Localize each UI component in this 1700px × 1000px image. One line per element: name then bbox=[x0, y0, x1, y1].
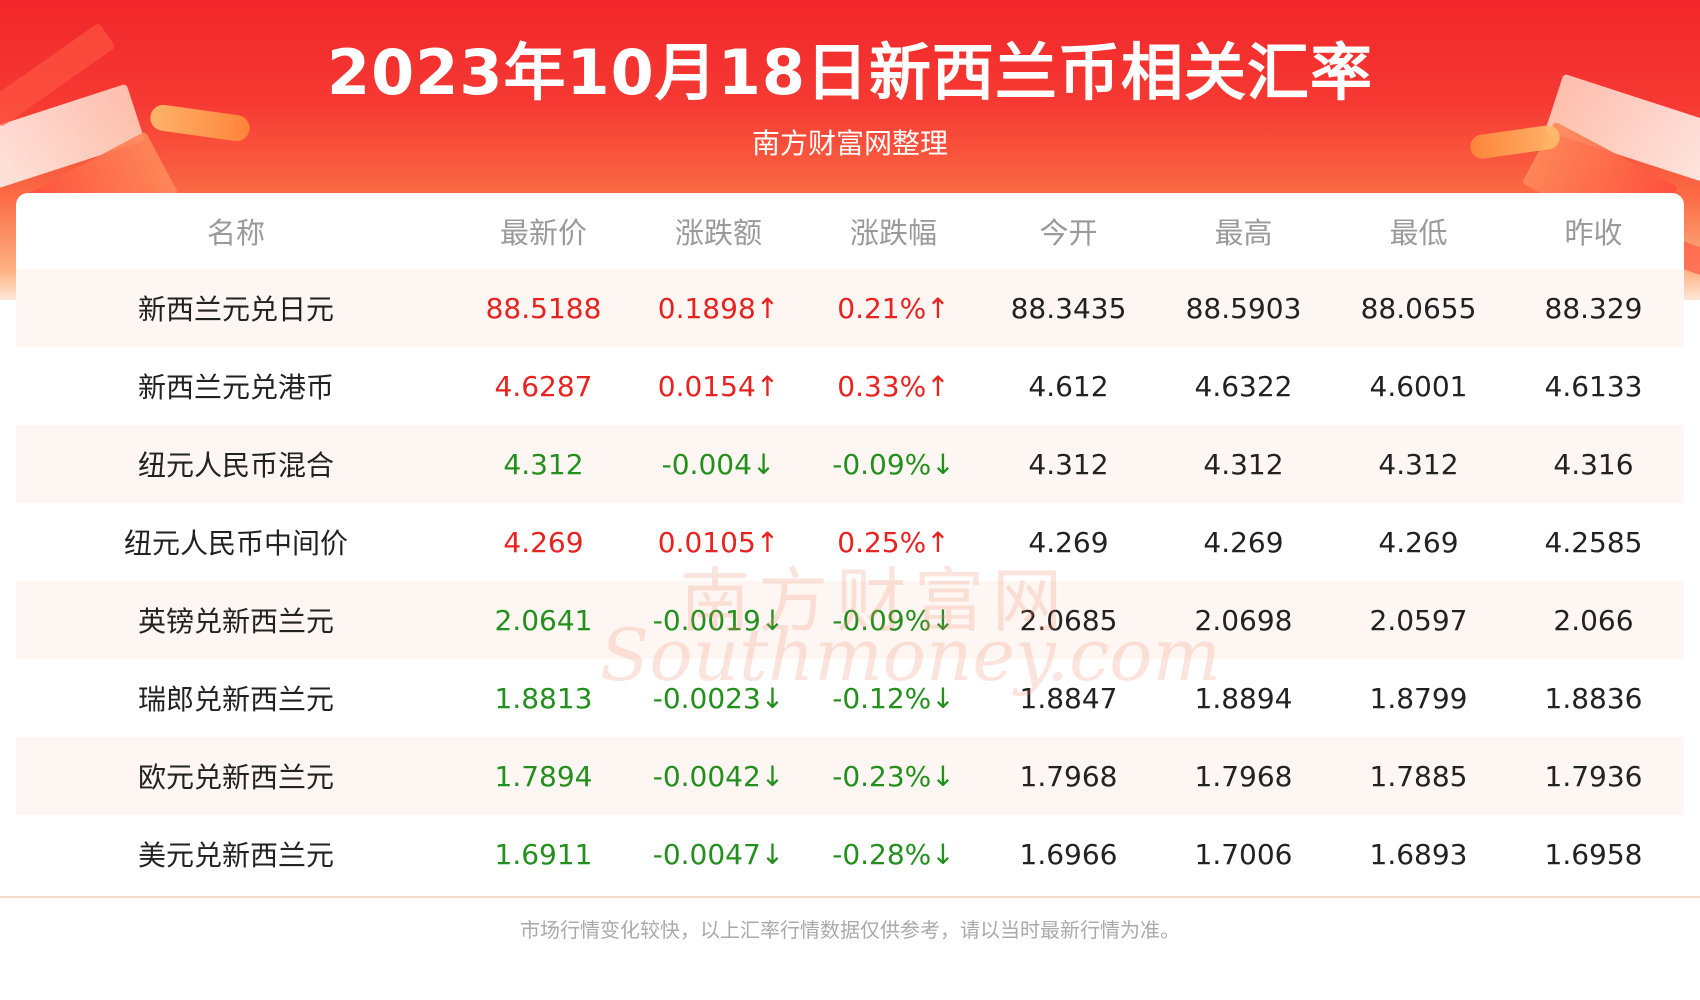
row-name: 欧元兑新西兰元 bbox=[137, 761, 334, 794]
row-name: 新西兰元兑港币 bbox=[137, 371, 334, 404]
column-header-latest: 最新价 bbox=[499, 216, 587, 250]
row-high: 1.7006 bbox=[1194, 837, 1293, 871]
row-change: 0.1898↑ bbox=[657, 291, 780, 325]
row-change-pct: -0.09%↓ bbox=[832, 447, 955, 481]
row-prev-close: 4.6133 bbox=[1544, 369, 1643, 403]
column-header-low: 最低 bbox=[1389, 216, 1448, 250]
row-high: 1.7968 bbox=[1194, 759, 1293, 793]
row-open: 4.612 bbox=[1028, 369, 1109, 403]
row-latest: 4.312 bbox=[503, 447, 584, 481]
row-name: 美元兑新西兰元 bbox=[137, 839, 334, 872]
table-row: 欧元兑新西兰元 1.7894 -0.0042↓ -0.23%↓ 1.7968 1… bbox=[16, 737, 1684, 815]
row-low: 2.0597 bbox=[1369, 603, 1468, 637]
row-low: 1.6893 bbox=[1369, 837, 1468, 871]
row-open: 88.3435 bbox=[1010, 291, 1127, 325]
row-latest: 1.7894 bbox=[494, 759, 593, 793]
row-low: 1.7885 bbox=[1369, 759, 1468, 793]
row-latest: 1.8813 bbox=[494, 681, 593, 715]
row-latest: 4.269 bbox=[503, 525, 584, 559]
row-change-pct: -0.12%↓ bbox=[832, 681, 955, 715]
row-latest: 88.5188 bbox=[485, 291, 602, 325]
column-header-name: 名称 bbox=[206, 216, 265, 250]
row-prev-close: 1.7936 bbox=[1544, 759, 1643, 793]
table-row: 美元兑新西兰元 1.6911 -0.0047↓ -0.28%↓ 1.6966 1… bbox=[16, 815, 1684, 893]
row-latest: 1.6911 bbox=[494, 837, 593, 871]
row-prev-close: 4.316 bbox=[1553, 447, 1634, 481]
table-row: 纽元人民币混合 4.312 -0.004↓ -0.09%↓ 4.312 4.31… bbox=[16, 425, 1684, 503]
row-name: 英镑兑新西兰元 bbox=[137, 605, 334, 638]
table-header-row: 名称 最新价 涨跌额 涨跌幅 今开 最高 最低 昨收 bbox=[16, 193, 1684, 269]
row-name: 纽元人民币混合 bbox=[137, 449, 334, 482]
row-open: 1.6966 bbox=[1019, 837, 1118, 871]
row-change-pct: -0.09%↓ bbox=[832, 603, 955, 637]
row-prev-close: 1.6958 bbox=[1544, 837, 1643, 871]
row-change: -0.0047↓ bbox=[652, 837, 785, 871]
row-change-pct: -0.23%↓ bbox=[832, 759, 955, 793]
row-high: 1.8894 bbox=[1194, 681, 1293, 715]
row-change: 0.0105↑ bbox=[657, 525, 780, 559]
row-change: -0.0042↓ bbox=[652, 759, 785, 793]
row-prev-close: 1.8836 bbox=[1544, 681, 1643, 715]
row-open: 2.0685 bbox=[1019, 603, 1118, 637]
column-header-open: 今开 bbox=[1039, 216, 1098, 250]
row-name: 瑞郎兑新西兰元 bbox=[137, 683, 334, 716]
table-row: 瑞郎兑新西兰元 1.8813 -0.0023↓ -0.12%↓ 1.8847 1… bbox=[16, 659, 1684, 737]
row-open: 1.7968 bbox=[1019, 759, 1118, 793]
page-title: 2023年10月18日新西兰币相关汇率 bbox=[326, 36, 1374, 109]
row-high: 88.5903 bbox=[1185, 291, 1302, 325]
table-row: 纽元人民币中间价 4.269 0.0105↑ 0.25%↑ 4.269 4.26… bbox=[16, 503, 1684, 581]
row-high: 4.6322 bbox=[1194, 369, 1293, 403]
rates-table: 名称 最新价 涨跌额 涨跌幅 今开 最高 最低 昨收 新西兰元兑日元 88.51… bbox=[16, 193, 1684, 893]
table-row: 新西兰元兑日元 88.5188 0.1898↑ 0.21%↑ 88.3435 8… bbox=[16, 269, 1684, 347]
row-high: 4.269 bbox=[1203, 525, 1284, 559]
row-open: 4.269 bbox=[1028, 525, 1109, 559]
column-header-change: 涨跌额 bbox=[674, 216, 762, 250]
row-change-pct: -0.28%↓ bbox=[832, 837, 955, 871]
row-low: 4.269 bbox=[1378, 525, 1459, 559]
row-change: -0.0023↓ bbox=[652, 681, 785, 715]
row-prev-close: 88.329 bbox=[1544, 291, 1643, 325]
row-change-pct: 0.33%↑ bbox=[837, 369, 950, 403]
page-subtitle: 南方财富网整理 bbox=[751, 127, 948, 160]
row-change: -0.004↓ bbox=[661, 447, 776, 481]
table-row: 英镑兑新西兰元 2.0641 -0.0019↓ -0.09%↓ 2.0685 2… bbox=[16, 581, 1684, 659]
row-low: 1.8799 bbox=[1369, 681, 1468, 715]
row-high: 4.312 bbox=[1203, 447, 1284, 481]
row-latest: 4.6287 bbox=[494, 369, 593, 403]
disclaimer-note: 市场行情变化较快，以上汇率行情数据仅供参考，请以当时最新行情为准。 bbox=[520, 918, 1180, 942]
column-header-high: 最高 bbox=[1214, 216, 1273, 250]
row-name: 纽元人民币中间价 bbox=[123, 527, 348, 560]
row-prev-close: 2.066 bbox=[1553, 603, 1634, 637]
row-high: 2.0698 bbox=[1194, 603, 1293, 637]
row-change-pct: 0.25%↑ bbox=[837, 525, 950, 559]
footer-divider bbox=[0, 896, 1700, 898]
table-row: 新西兰元兑港币 4.6287 0.0154↑ 0.33%↑ 4.612 4.63… bbox=[16, 347, 1684, 425]
row-low: 4.6001 bbox=[1369, 369, 1468, 403]
row-change: 0.0154↑ bbox=[657, 369, 780, 403]
row-change-pct: 0.21%↑ bbox=[837, 291, 950, 325]
row-low: 88.0655 bbox=[1360, 291, 1477, 325]
column-header-prev-close: 昨收 bbox=[1564, 216, 1623, 250]
row-change: -0.0019↓ bbox=[652, 603, 785, 637]
column-header-change-pct: 涨跌幅 bbox=[849, 216, 937, 250]
row-open: 4.312 bbox=[1028, 447, 1109, 481]
row-name: 新西兰元兑日元 bbox=[137, 293, 334, 326]
row-prev-close: 4.2585 bbox=[1544, 525, 1643, 559]
row-low: 4.312 bbox=[1378, 447, 1459, 481]
row-open: 1.8847 bbox=[1019, 681, 1118, 715]
row-latest: 2.0641 bbox=[494, 603, 593, 637]
